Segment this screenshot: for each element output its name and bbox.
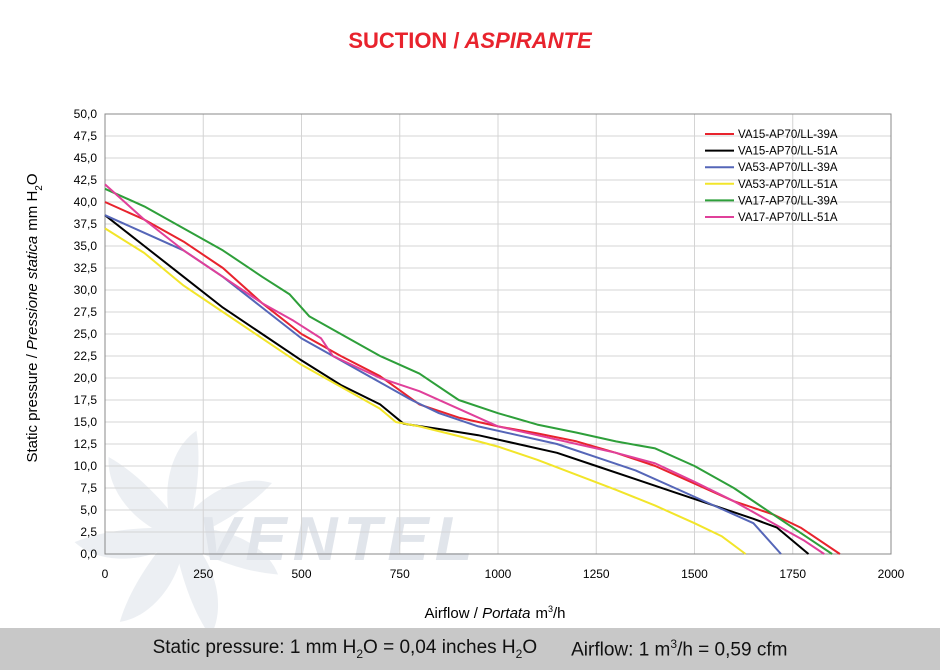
legend-entry: VA17-AP70/LL-51A xyxy=(738,212,838,224)
y-tick-label: 37,5 xyxy=(74,217,98,231)
y-tick-label: 32,5 xyxy=(74,261,98,275)
watermark-text: VENTEL xyxy=(198,505,479,574)
y-tick-label: 7,5 xyxy=(80,481,97,495)
series-line-va53-ap70-ll-51a xyxy=(104,227,747,555)
x-tick-label: 1000 xyxy=(485,567,512,581)
y-tick-label: 47,5 xyxy=(74,129,98,143)
unit-conversion-footer: Static pressure: 1 mm H2O = 0,04 inches … xyxy=(0,628,940,670)
plot-frame xyxy=(104,113,892,555)
x-tick-label: 250 xyxy=(193,567,213,581)
y-tick-label: 15,0 xyxy=(74,415,98,429)
y-tick-label: 0,0 xyxy=(80,547,97,561)
airflow-conversion: Airflow: 1 m3/h = 0,59 cfm xyxy=(571,636,788,661)
y-tick-label: 22,5 xyxy=(74,349,98,363)
pressure-conversion: Static pressure: 1 mm H2O = 0,04 inches … xyxy=(152,637,538,661)
legend-entry: VA53-AP70/LL-39A xyxy=(738,162,838,174)
y-tick-labels: 0,0 2,5 5,0 7,5 10,0 12,5 15,0 17,5 20,0 22,5 25,0… xyxy=(74,107,98,561)
y-tick-label: 40,0 xyxy=(74,195,98,209)
y-axis-label: Static pressure / Pressione staticamm H2… xyxy=(24,173,45,462)
legend: VA15-AP70/LL-39A VA15-AP70/LL-51A VA53-AP7… xyxy=(705,129,838,224)
watermark-fan-blade xyxy=(119,527,184,622)
series-line-va17-ap70-ll-39a xyxy=(104,187,833,555)
watermark-fan-blade xyxy=(167,430,199,540)
watermark-fan-blade xyxy=(172,533,218,628)
watermark-fan-blade xyxy=(74,527,184,559)
series-layer xyxy=(104,183,841,555)
x-tick-label: 1500 xyxy=(681,567,708,581)
y-tick-label: 42,5 xyxy=(74,173,98,187)
x-tick-label: 1250 xyxy=(583,567,610,581)
y-tick-label: 27,5 xyxy=(74,305,98,319)
legend-entry: VA53-AP70/LL-51A xyxy=(738,179,838,191)
y-tick-label: 5,0 xyxy=(80,503,97,517)
watermark-fan-blade xyxy=(108,457,188,537)
y-tick-label: 12,5 xyxy=(74,437,98,451)
y-tick-label: 35,0 xyxy=(74,239,98,253)
y-tick-label: 20,0 xyxy=(74,371,98,385)
y-tick-label: 45,0 xyxy=(74,151,98,165)
x-tick-labels: 0 250 500 750 1000 1250 1500 1750 2000 xyxy=(102,567,905,581)
y-tick-label: 25,0 xyxy=(74,327,98,341)
watermark: VENTEL xyxy=(74,430,479,628)
y-tick-label: 10,0 xyxy=(74,459,98,473)
x-tick-label: 0 xyxy=(102,567,109,581)
x-tick-label: 750 xyxy=(390,567,410,581)
y-tick-label: 2,5 xyxy=(80,525,97,539)
y-tick-label: 50,0 xyxy=(74,107,98,121)
y-tick-label: 30,0 xyxy=(74,283,98,297)
series-line-va17-ap70-ll-51a xyxy=(104,183,825,555)
chart-title: SUCTION / ASPIRANTE xyxy=(348,28,593,53)
chart-area: SUCTION / ASPIRANTE VENTEL 0,0 2,5 5,0 7,5 10… xyxy=(24,28,905,628)
watermark-fan-blade xyxy=(173,529,279,575)
legend-entry: VA17-AP70/LL-39A xyxy=(738,195,838,207)
x-tick-label: 1750 xyxy=(779,567,806,581)
x-axis-label: Airflow / Portata m3/h xyxy=(425,604,566,622)
legend-entry: VA15-AP70/LL-51A xyxy=(738,146,838,158)
x-tick-label: 2000 xyxy=(878,567,905,581)
x-tick-label: 500 xyxy=(291,567,311,581)
legend-entry: VA15-AP70/LL-39A xyxy=(738,129,838,141)
y-tick-label: 17,5 xyxy=(74,393,98,407)
